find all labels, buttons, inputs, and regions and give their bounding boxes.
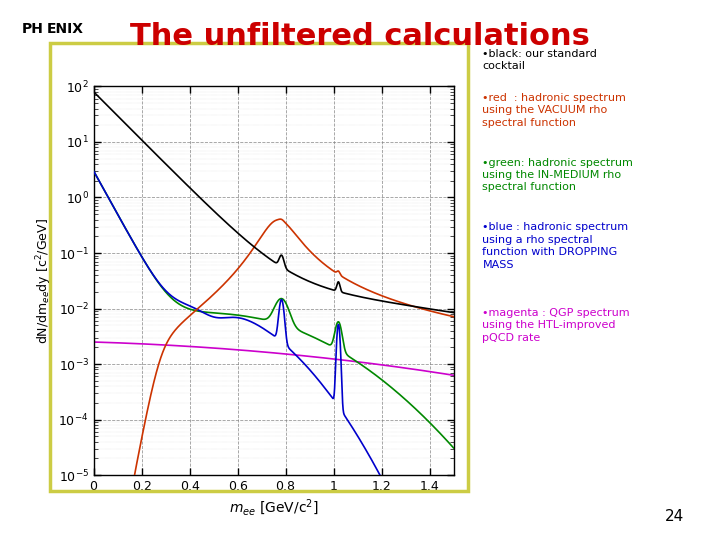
- Text: 24: 24: [665, 509, 684, 524]
- Text: PH: PH: [22, 22, 43, 36]
- Y-axis label: dN/dm$_{ee}$dy [c$^{2}$/GeV]: dN/dm$_{ee}$dy [c$^{2}$/GeV]: [35, 218, 54, 344]
- Text: •black: our standard
cocktail: •black: our standard cocktail: [482, 49, 598, 71]
- Text: •blue : hadronic spectrum
using a rho spectral
function with DROPPING
MASS: •blue : hadronic spectrum using a rho sp…: [482, 222, 629, 269]
- X-axis label: $m_{ee}$ [GeV/c$^{2}$]: $m_{ee}$ [GeV/c$^{2}$]: [229, 497, 318, 518]
- Text: ENIX: ENIX: [47, 22, 84, 36]
- Text: •magenta : QGP spectrum
using the HTL-improved
pQCD rate: •magenta : QGP spectrum using the HTL-im…: [482, 308, 630, 342]
- Text: The unfiltered calculations: The unfiltered calculations: [130, 22, 590, 51]
- Text: •green: hadronic spectrum
using the IN-MEDIUM rho
spectral function: •green: hadronic spectrum using the IN-M…: [482, 158, 634, 192]
- Text: •red  : hadronic spectrum
using the VACUUM rho
spectral function: •red : hadronic spectrum using the VACUU…: [482, 93, 626, 127]
